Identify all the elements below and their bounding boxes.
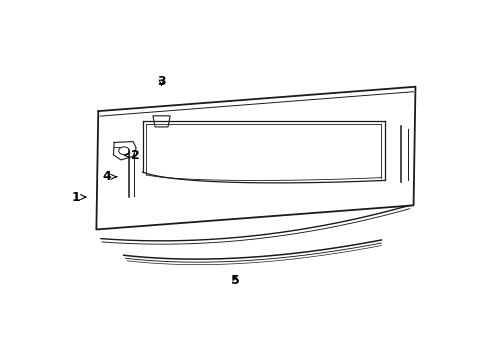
Text: 2: 2 bbox=[124, 149, 139, 162]
Text: 1: 1 bbox=[71, 190, 86, 203]
Text: 3: 3 bbox=[157, 75, 165, 88]
Text: 4: 4 bbox=[102, 170, 117, 183]
Text: 5: 5 bbox=[231, 274, 239, 287]
